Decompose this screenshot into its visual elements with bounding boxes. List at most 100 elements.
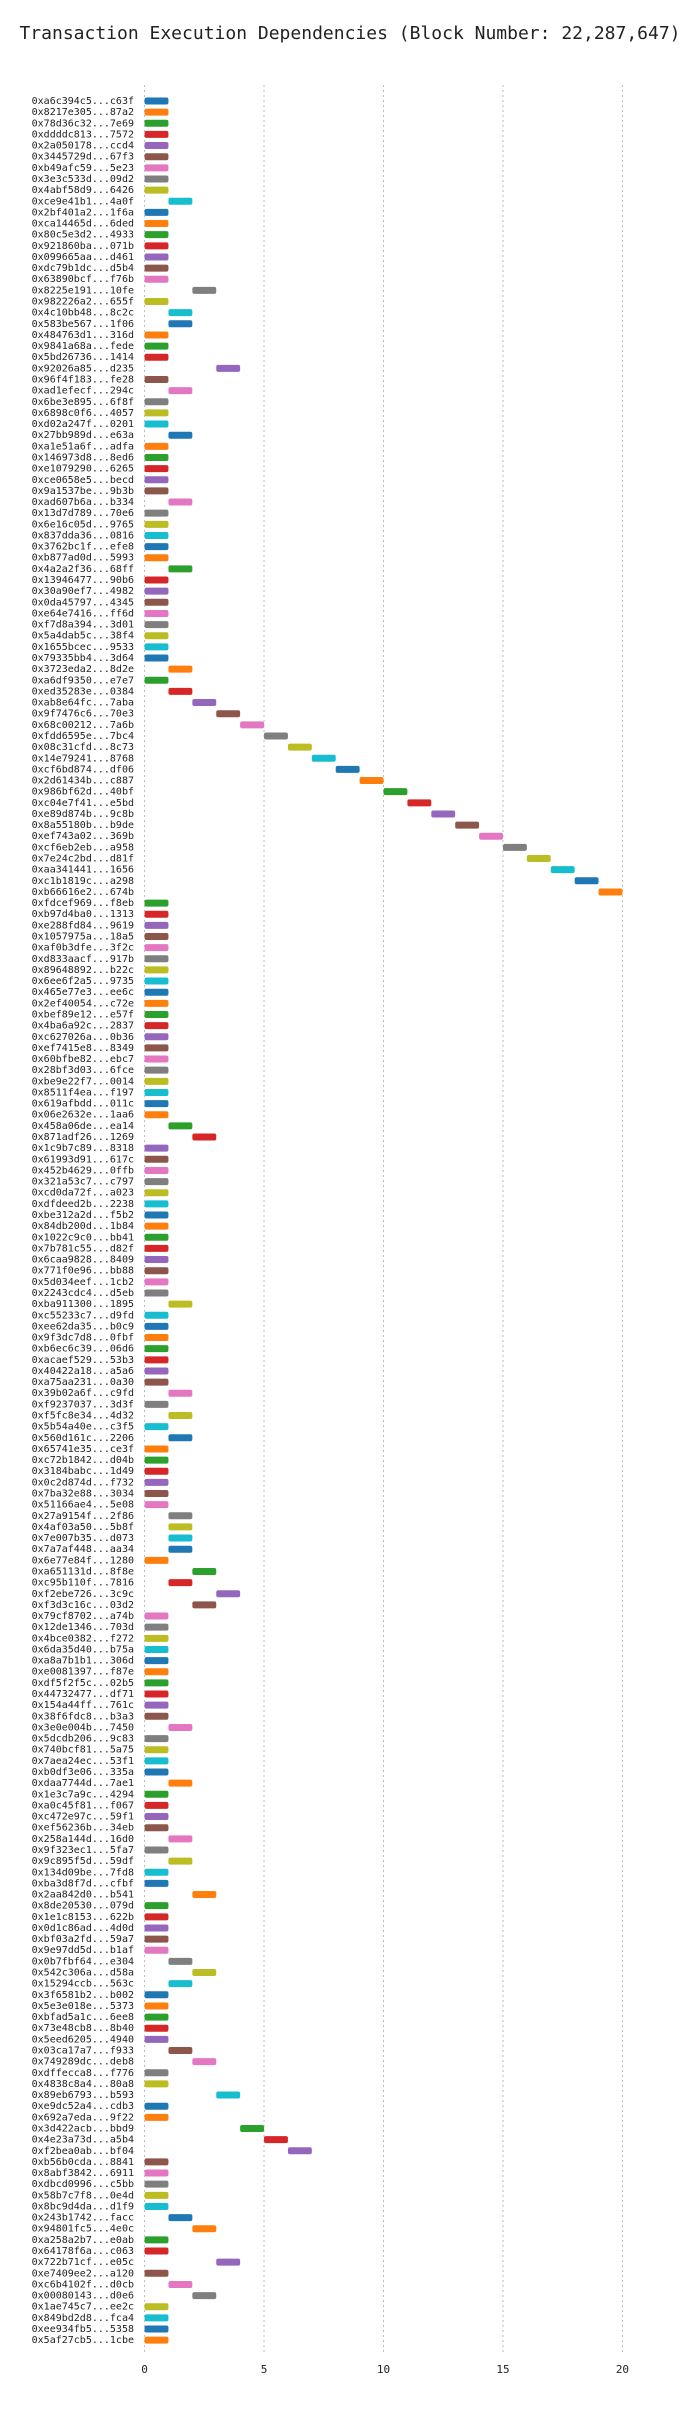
y-tick-label: 0x15294ccb...563c: [32, 1979, 134, 1990]
bar: [144, 1055, 169, 1063]
bar: [144, 531, 169, 539]
bar: [144, 1100, 169, 1108]
y-tick-label: 0xf3d3c16c...03d2: [32, 1600, 134, 1611]
y-tick-label: 0xaf0b3dfe...3f2c: [32, 943, 134, 954]
bar: [144, 1846, 169, 1854]
bar: [168, 1434, 193, 1442]
y-tick-label: 0xfdcef969...f8eb: [32, 898, 134, 909]
bar: [144, 1490, 169, 1497]
bar: [144, 398, 169, 406]
bar: [144, 231, 169, 239]
y-tick-label: 0x3762bc1f...efe8: [32, 542, 134, 553]
bar: [192, 2225, 217, 2233]
bar: [144, 119, 169, 127]
y-tick-label: 0x0d1c86ad...4d0d: [32, 1923, 134, 1934]
bar: [168, 665, 193, 673]
y-tick-label: 0xad607b6a...b334: [32, 497, 134, 508]
y-tick-label: 0x243b1742...facc: [32, 2213, 134, 2224]
y-tick-label: 0xa8a7b1b1...306d: [32, 1656, 134, 1667]
y-tick-label: 0x6ee6f2a5...9735: [32, 976, 134, 987]
y-tick-label: 0xb49afc59...5e23: [32, 163, 134, 174]
bar: [144, 1657, 169, 1665]
bar: [144, 1044, 169, 1052]
y-tick-label: 0xba3d8f7d...cfbf: [32, 1878, 134, 1889]
y-tick-label: 0xfdd6595e...7bc4: [32, 731, 134, 742]
y-tick-label: 0x8217e305...87a2: [32, 107, 134, 118]
y-tick-label: 0x321a53c7...c797: [32, 1177, 134, 1188]
y-tick-label: 0xa6df9350...e7e7: [32, 675, 134, 686]
y-tick-label: 0x1e3c7a9c...4294: [32, 1789, 134, 1800]
bar: [144, 621, 169, 629]
y-tick-label: 0x4e23a73d...a5b4: [32, 2135, 134, 2146]
y-tick-label: 0x39b02a6f...c9fd: [32, 1388, 134, 1399]
bar: [144, 1813, 169, 1821]
bar: [168, 1545, 193, 1553]
bar: [168, 1857, 193, 1865]
bar: [144, 2113, 169, 2121]
y-tick-label: 0xee934fb5...5358: [32, 2324, 134, 2335]
y-tick-label: 0x8225e191...10fe: [32, 285, 134, 296]
y-tick-label: 0xa0c45f81...f067: [32, 1800, 134, 1811]
bar: [335, 765, 360, 773]
bar: [144, 2236, 169, 2244]
bar: [144, 275, 169, 283]
bar: [240, 721, 265, 729]
y-tick-label: 0x96f4f183...fe28: [32, 375, 134, 386]
bar: [287, 743, 312, 751]
bar: [144, 609, 169, 617]
y-tick-label: 0x2a050178...ccd4: [32, 141, 134, 152]
bar: [144, 376, 169, 383]
y-tick-label: 0x92026a85...d235: [32, 363, 134, 374]
bar: [144, 420, 169, 428]
bar: [144, 2269, 169, 2277]
y-tick-label: 0x27bb989d...e63a: [32, 430, 134, 441]
y-tick-label: 0x4bce0382...f272: [32, 1633, 134, 1644]
y-tick-label: 0xba911300...1895: [32, 1299, 134, 1310]
y-tick-label: 0xbfad5a1c...6ee8: [32, 2012, 134, 2023]
bar: [144, 1501, 169, 1509]
y-tick-label: 0x619afbdd...011c: [32, 1099, 134, 1110]
y-tick-label: 0x8a55180b...b9de: [32, 820, 134, 831]
y-tick-label: 0x7e007b35...d073: [32, 1533, 134, 1544]
y-tick-label: 0x03ca17a7...f933: [32, 2046, 134, 2057]
y-tick-label: 0x452b4629...0ffb: [32, 1165, 134, 1176]
y-tick-label: 0xe1079290...6265: [32, 464, 134, 475]
bar: [144, 186, 169, 194]
y-tick-label: 0xbe312a2d...f5b2: [32, 1210, 134, 1221]
bar: [168, 309, 193, 317]
bar: [168, 1980, 193, 1988]
y-tick-label: 0xf9237037...3d3f: [32, 1399, 134, 1410]
bar: [144, 1456, 169, 1464]
y-tick-label: 0x4a2a2f36...68ff: [32, 564, 134, 575]
bar: [550, 866, 575, 874]
bar: [144, 1701, 169, 1709]
y-tick-label: 0xdf5f2f5c...02b5: [32, 1678, 134, 1689]
bar: [144, 242, 169, 250]
bar: [144, 220, 169, 228]
bar: [144, 543, 169, 551]
bar: [144, 1022, 169, 1030]
y-tick-label: 0xcd0da72f...a023: [32, 1188, 134, 1199]
bar: [144, 353, 169, 361]
y-tick-label: 0xddddc813...7572: [32, 129, 134, 140]
bar: [144, 2002, 169, 2010]
y-tick-label: 0x0c2d874d...f732: [32, 1477, 134, 1488]
bar: [168, 1122, 193, 1130]
y-tick-label: 0xed35283e...0384: [32, 686, 134, 697]
y-tick-label: 0x9e97dd5d...b1af: [32, 1945, 134, 1956]
y-tick-label: 0xce9e41b1...4a0f: [32, 196, 134, 207]
bar: [192, 699, 217, 707]
bar: [455, 821, 480, 829]
y-tick-label: 0xef7415e8...8349: [32, 1043, 134, 1054]
y-tick-label: 0xb0df3e06...335a: [32, 1767, 134, 1778]
bar: [144, 520, 169, 528]
bar: [144, 1924, 169, 1932]
y-tick-label: 0x5dcdb206...9c83: [32, 1734, 134, 1745]
y-tick-label: 0x00080143...d0e6: [32, 2291, 134, 2302]
bar: [144, 1879, 169, 1887]
bar: [144, 1400, 169, 1408]
y-tick-label: 0x3184babc...1d49: [32, 1466, 134, 1477]
bar: [144, 1478, 169, 1486]
bar: [144, 1690, 169, 1698]
bar: [144, 988, 169, 996]
